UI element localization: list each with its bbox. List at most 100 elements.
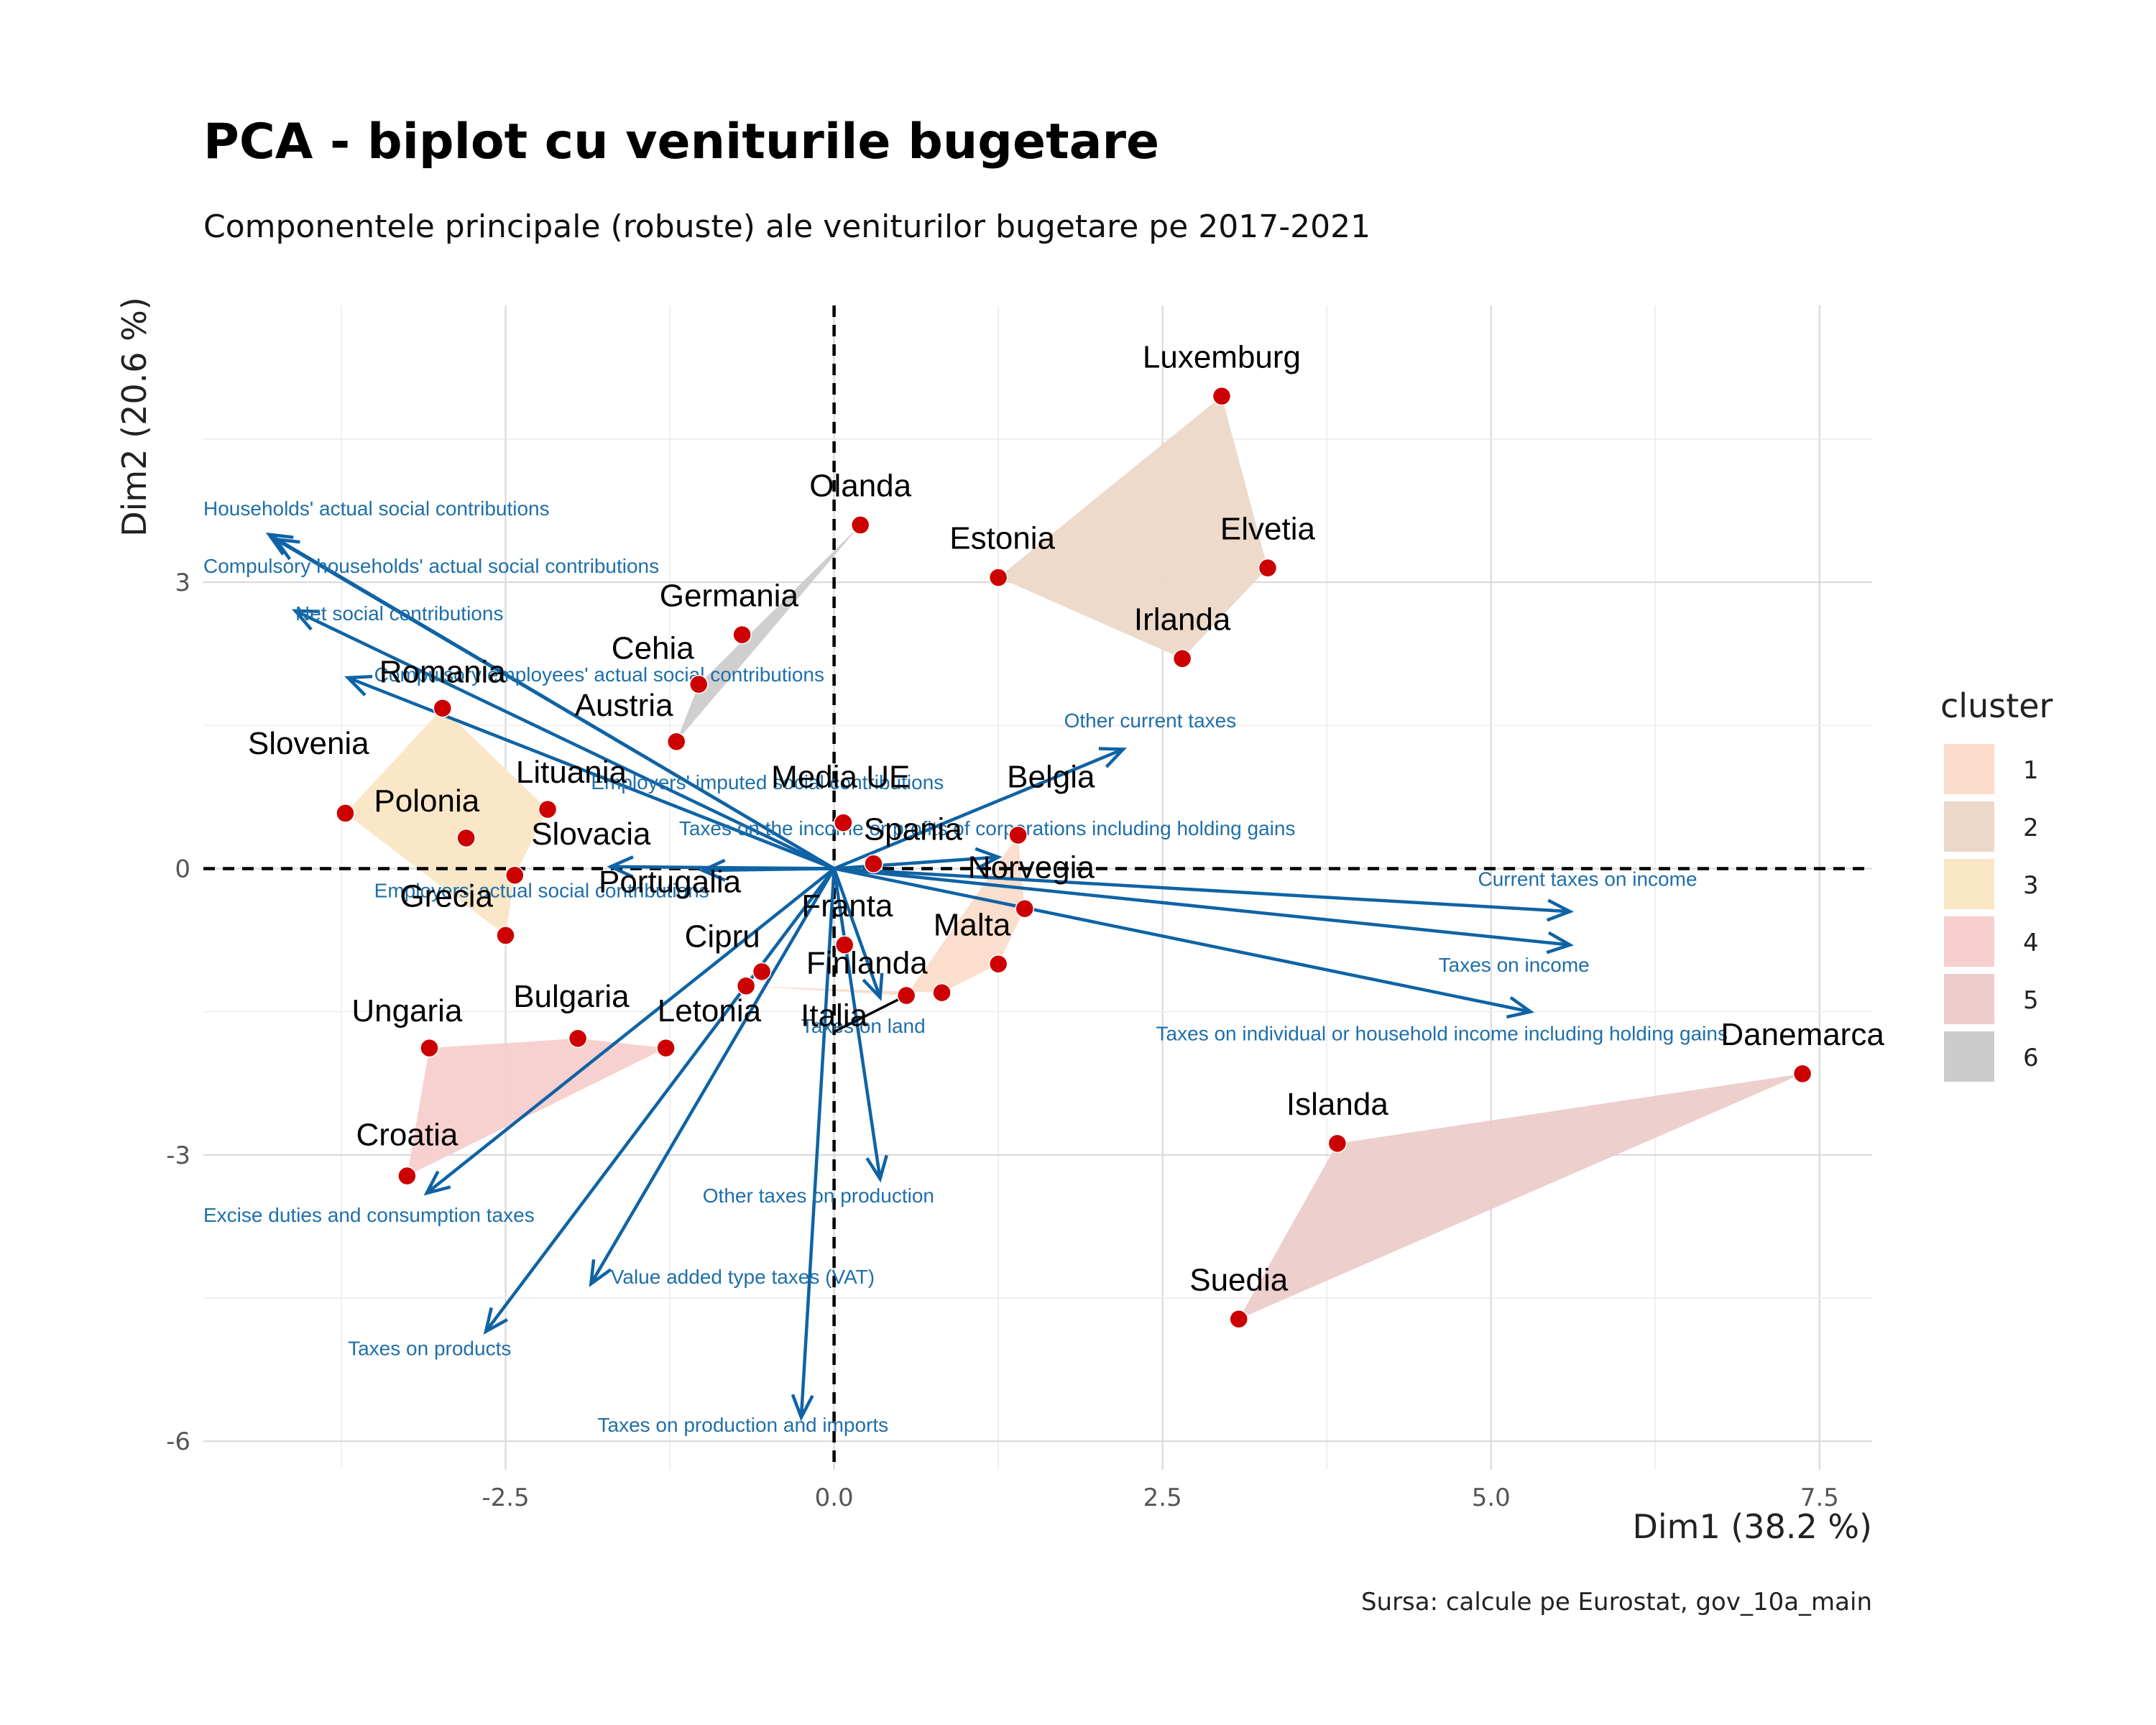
country-label-elvetia: Elvetia (1220, 511, 1316, 546)
cluster-hull-5 (1238, 1073, 1803, 1320)
cluster-hull-6 (676, 525, 861, 742)
y-tick-label: -3 (166, 1141, 190, 1170)
country-label-finlanda: Finlanda (806, 946, 928, 981)
arrow-shaft (832, 868, 882, 998)
point-romania (433, 699, 453, 718)
country-label-luxemburg: Luxemburg (1143, 339, 1301, 374)
country-label-romania: Romania (379, 655, 507, 690)
x-tick-label: -2.5 (482, 1484, 529, 1512)
point-media-ue (834, 813, 853, 832)
country-label-ungaria: Ungaria (351, 993, 463, 1029)
legend-swatch-1 (1944, 744, 1994, 794)
point-letonia (656, 1038, 676, 1058)
variable-label-employers-imputed-social-contributions: Employers' imputed social contributions (591, 771, 944, 794)
chart-caption: Sursa: calcule pe Eurostat, gov_10a_main (1361, 1588, 1872, 1616)
arrow-head (1546, 931, 1574, 954)
variable-label-current-taxes-on-income: Current taxes on income (1478, 868, 1697, 890)
arrow-taxes-on-production-and-imports (791, 868, 836, 1422)
legend-swatch-3 (1944, 859, 1994, 909)
arrow-net-social-contributions (292, 609, 835, 870)
arrow-compulsory-employees-actual-social-contributions (344, 675, 835, 870)
variable-label-employers-actual-social-contributions: Employers' actual social contributions (374, 879, 709, 901)
point-islanda (1327, 1133, 1348, 1154)
arrow-head (1098, 747, 1127, 768)
variable-label-other-current-taxes: Other current taxes (1064, 709, 1237, 732)
country-label-spania: Spania (864, 812, 963, 847)
legend-label-5: 5 (2023, 986, 2039, 1015)
point-belgia (1008, 825, 1028, 845)
y-tick-label: -6 (166, 1427, 190, 1456)
variable-label-excise-duties-and-consumption-taxes: Excise duties and consumption taxes (203, 1204, 535, 1226)
country-label-malta: Malta (934, 907, 1011, 942)
country-label-germania: Germania (660, 578, 799, 613)
point-cehia (689, 674, 709, 694)
legend: cluster 1 2 3 4 5 6 (1940, 686, 2053, 1082)
country-label-grecia: Grecia (400, 879, 493, 914)
point-spania (864, 854, 883, 874)
arrow-head (272, 537, 300, 561)
point-suedia (1229, 1309, 1248, 1329)
point-croatia (397, 1166, 417, 1186)
variable-label-compulsory-households-actual-social-contributions: Compulsory households' actual social con… (203, 555, 659, 577)
country-label-belgia: Belgia (1007, 760, 1095, 795)
variable-label-households-actual-social-contributions: Households' actual social contributions (203, 497, 550, 520)
variable-label-taxes-on-income: Taxes on income (1439, 954, 1590, 976)
arrow-head (265, 532, 294, 556)
point-luxemburg (1212, 386, 1232, 406)
point-ungaria (420, 1038, 439, 1058)
point-italia (896, 985, 916, 1006)
country-label-portugalia: Portugalia (599, 865, 742, 900)
variable-label-taxes-on-the-income-or-profits-of-corporations-including-holding-gains: Taxes on the income or profits of corpor… (679, 817, 1296, 840)
arrow-taxes-on-land (832, 868, 884, 1001)
country-label-norvegia: Norvegia (968, 850, 1095, 886)
point-austria (666, 732, 686, 752)
country-labels: Luxemburg Olanda Estonia Elvetia Irlanda Germ… (248, 339, 1884, 1297)
legend-swatch-5 (1944, 974, 1994, 1024)
country-label-austria: Austria (575, 688, 673, 723)
arrow-head (862, 972, 884, 1001)
point-portugalia (752, 962, 772, 982)
point-elvetia (1258, 558, 1278, 578)
cluster-hull-1 (746, 834, 1025, 996)
arrow-value-added-type-taxes-vat (589, 868, 836, 1287)
country-label-islanda: Islanda (1286, 1087, 1388, 1122)
label-leaders (833, 994, 907, 1034)
country-label-estonia: Estonia (949, 521, 1055, 556)
arrow-taxes-on-income (834, 867, 1574, 954)
arrow-shaft (799, 868, 836, 1418)
variable-label-compulsory-employees-actual-social-contributions: Compulsory employees' actual social cont… (374, 663, 824, 686)
y-axis-title: Dim2 (20.6 %) (115, 297, 154, 537)
y-tick-label: 0 (175, 855, 190, 883)
variable-arrows (265, 532, 1574, 1422)
legend-swatch-6 (1944, 1031, 1994, 1082)
arrow-shaft (347, 676, 835, 870)
country-label-italia: Italia (801, 998, 867, 1034)
arrow-taxes-on-products (483, 868, 836, 1335)
arrow-other-taxes-on-production (832, 868, 888, 1183)
point-irlanda (1172, 649, 1192, 668)
variable-label-value-added-type-taxes-vat: Value added type taxes (VAT) (611, 1266, 875, 1288)
x-tick-label: 0.0 (815, 1484, 854, 1512)
arrow-head (344, 675, 373, 696)
arrow-other-current-taxes (833, 747, 1127, 870)
arrow-head (791, 1394, 814, 1422)
arrow-head (699, 858, 726, 882)
variable-label-other-taxes-on-production: Other taxes on production (703, 1184, 934, 1207)
x-axis-title: Dim1 (38.2 %) (1632, 1507, 1872, 1546)
point-finlanda (932, 983, 952, 1003)
arrow-excise-duties-and-consumption-taxes (423, 867, 836, 1196)
point-germania (732, 625, 752, 645)
country-label-franta: Franta (801, 888, 893, 924)
point-cipru (736, 976, 756, 996)
country-label-lituania: Lituania (516, 755, 627, 790)
legend-label-2: 2 (2023, 814, 2039, 842)
legend-swatch-2 (1944, 801, 1994, 852)
country-label-letonia: Letonia (658, 993, 762, 1029)
country-label-cipru: Cipru (685, 919, 760, 954)
x-tick-label: 2.5 (1143, 1484, 1182, 1512)
country-label-media-ue: Media UE (771, 760, 910, 795)
arrow-shaft (832, 868, 882, 1179)
arrow-taxes-on-the-income-or-profits-of-corporations-including-holding-gains (834, 847, 1003, 870)
country-label-suedia: Suedia (1189, 1262, 1289, 1297)
arrow-head (1546, 898, 1574, 922)
